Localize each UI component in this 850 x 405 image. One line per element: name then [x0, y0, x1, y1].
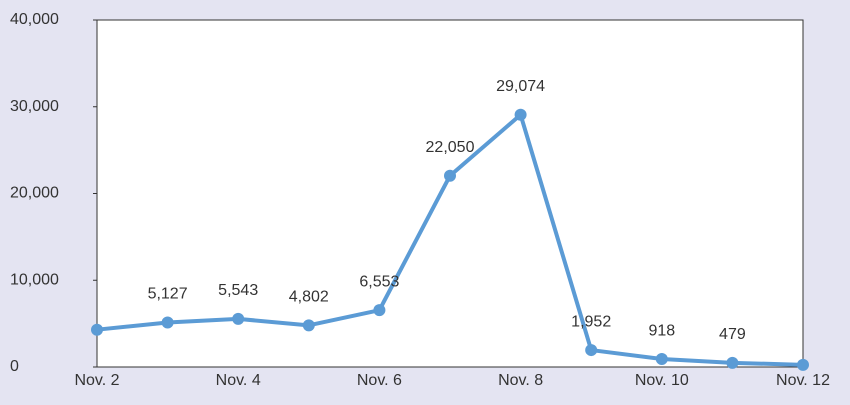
marker — [797, 358, 809, 371]
y-tick-label: 30,000 — [10, 98, 59, 115]
data-label: 22,050 — [426, 139, 475, 156]
x-tick-label: Nov. 8 — [498, 372, 543, 389]
y-tick-label: 40,000 — [10, 11, 59, 28]
marker — [655, 353, 668, 366]
data-label: 5,543 — [218, 282, 258, 299]
x-tick-label: Nov. 2 — [74, 372, 119, 389]
data-label: 1,952 — [571, 313, 611, 330]
data-label: 4,802 — [289, 289, 329, 306]
plot-area — [96, 19, 804, 368]
marker — [302, 319, 315, 332]
marker — [373, 304, 386, 317]
marker — [161, 316, 174, 329]
marker — [91, 323, 103, 336]
marker — [585, 344, 598, 357]
data-label: 6,553 — [359, 273, 399, 290]
marker — [726, 356, 739, 369]
data-label: 918 — [648, 322, 675, 339]
x-tick-label: Nov. 12 — [776, 372, 830, 389]
marker — [514, 108, 527, 121]
marker — [444, 169, 456, 182]
marker — [232, 312, 245, 325]
x-tick-label: Nov. 6 — [357, 372, 402, 389]
data-label: 479 — [719, 326, 746, 343]
data-label: 29,074 — [496, 78, 545, 95]
x-tick-label: Nov. 10 — [635, 372, 689, 389]
y-tick-label: 10,000 — [10, 271, 59, 288]
y-tick-label: 20,000 — [10, 185, 59, 202]
x-tick-label: Nov. 4 — [216, 372, 261, 389]
data-label: 5,127 — [148, 286, 188, 303]
y-tick-label: 0 — [10, 358, 19, 375]
